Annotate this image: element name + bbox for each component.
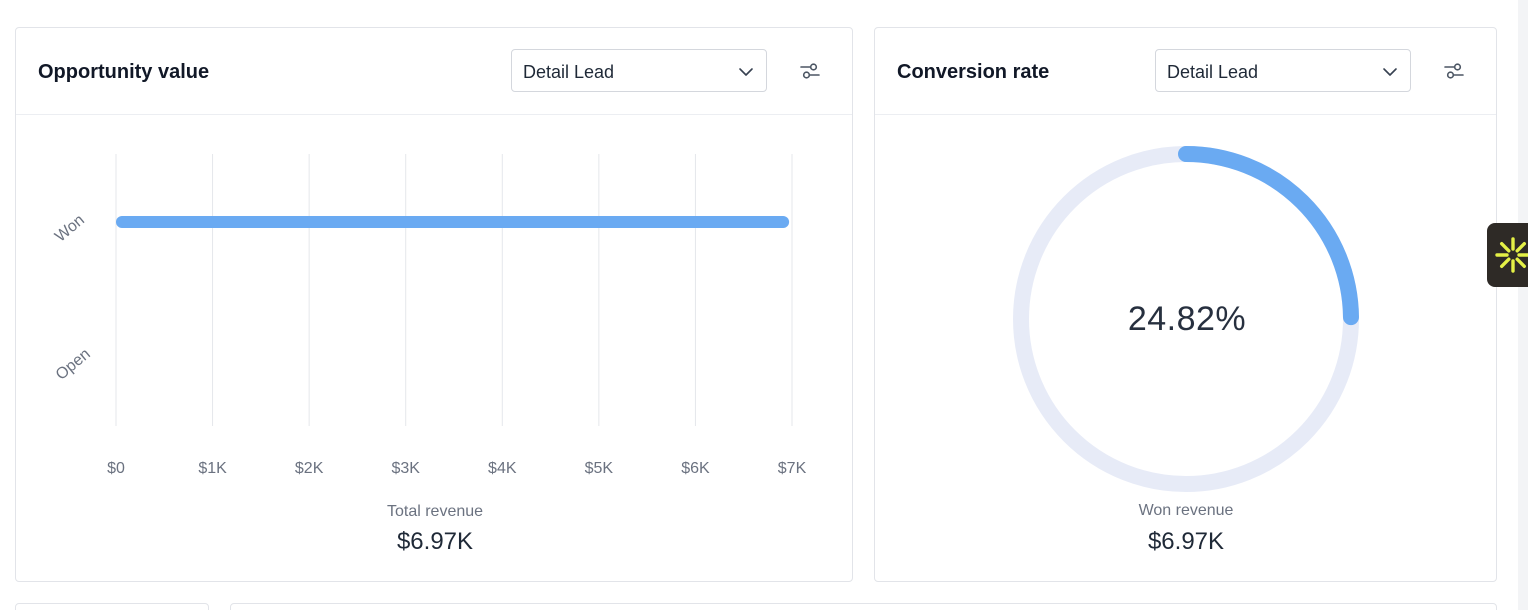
opportunity-value-card: Opportunity value Detail Lead Total reve…: [15, 27, 853, 582]
x-tick-label: $6K: [681, 460, 710, 477]
x-tick-label: $1K: [198, 460, 227, 477]
opportunity-select-value: Detail Lead: [523, 62, 615, 82]
x-tick-label: $5K: [584, 460, 614, 477]
sliders-icon[interactable]: [1442, 59, 1466, 83]
sparkle-icon: [1495, 237, 1528, 273]
floating-assistant-button[interactable]: [1487, 223, 1528, 287]
bottom-card-right: [230, 603, 1497, 610]
conversion-view-select[interactable]: Detail Lead: [1155, 49, 1411, 92]
opportunity-view-select[interactable]: Detail Lead: [511, 49, 767, 92]
opportunity-card-title: Opportunity value: [38, 61, 210, 83]
opportunity-bar-chart: [115, 154, 793, 426]
chevron-down-icon: [1383, 68, 1397, 76]
conversion-card-title: Conversion rate: [897, 61, 1050, 83]
x-tick-label: $0: [107, 460, 125, 477]
won-revenue-value: $6.97K: [1147, 528, 1225, 555]
conversion-gauge: [1013, 146, 1359, 492]
x-tick-label: $4K: [488, 460, 517, 477]
conversion-rate-value: 24.82%: [1127, 300, 1247, 338]
x-tick-label: $3K: [391, 460, 420, 477]
sliders-icon[interactable]: [798, 59, 822, 83]
x-tick-label: $2K: [294, 460, 324, 477]
x-tick-label: $7K: [777, 460, 807, 477]
scrollbar-track[interactable]: [1518, 0, 1528, 610]
total-revenue-value: $6.97K: [396, 528, 474, 555]
opportunity-card-header: Opportunity value Detail Lead: [16, 28, 852, 115]
conversion-select-value: Detail Lead: [1167, 62, 1259, 82]
won-revenue-label: Won revenue: [1138, 502, 1234, 519]
bottom-card-left: [15, 603, 209, 610]
conversion-rate-card: Conversion rate Detail Lead 24.82% Won r…: [874, 27, 1497, 582]
gauge-fill-arc: [1178, 146, 1359, 326]
conversion-card-header: Conversion rate Detail Lead: [875, 28, 1496, 115]
total-revenue-label: Total revenue: [386, 503, 484, 520]
chevron-down-icon: [739, 68, 753, 76]
